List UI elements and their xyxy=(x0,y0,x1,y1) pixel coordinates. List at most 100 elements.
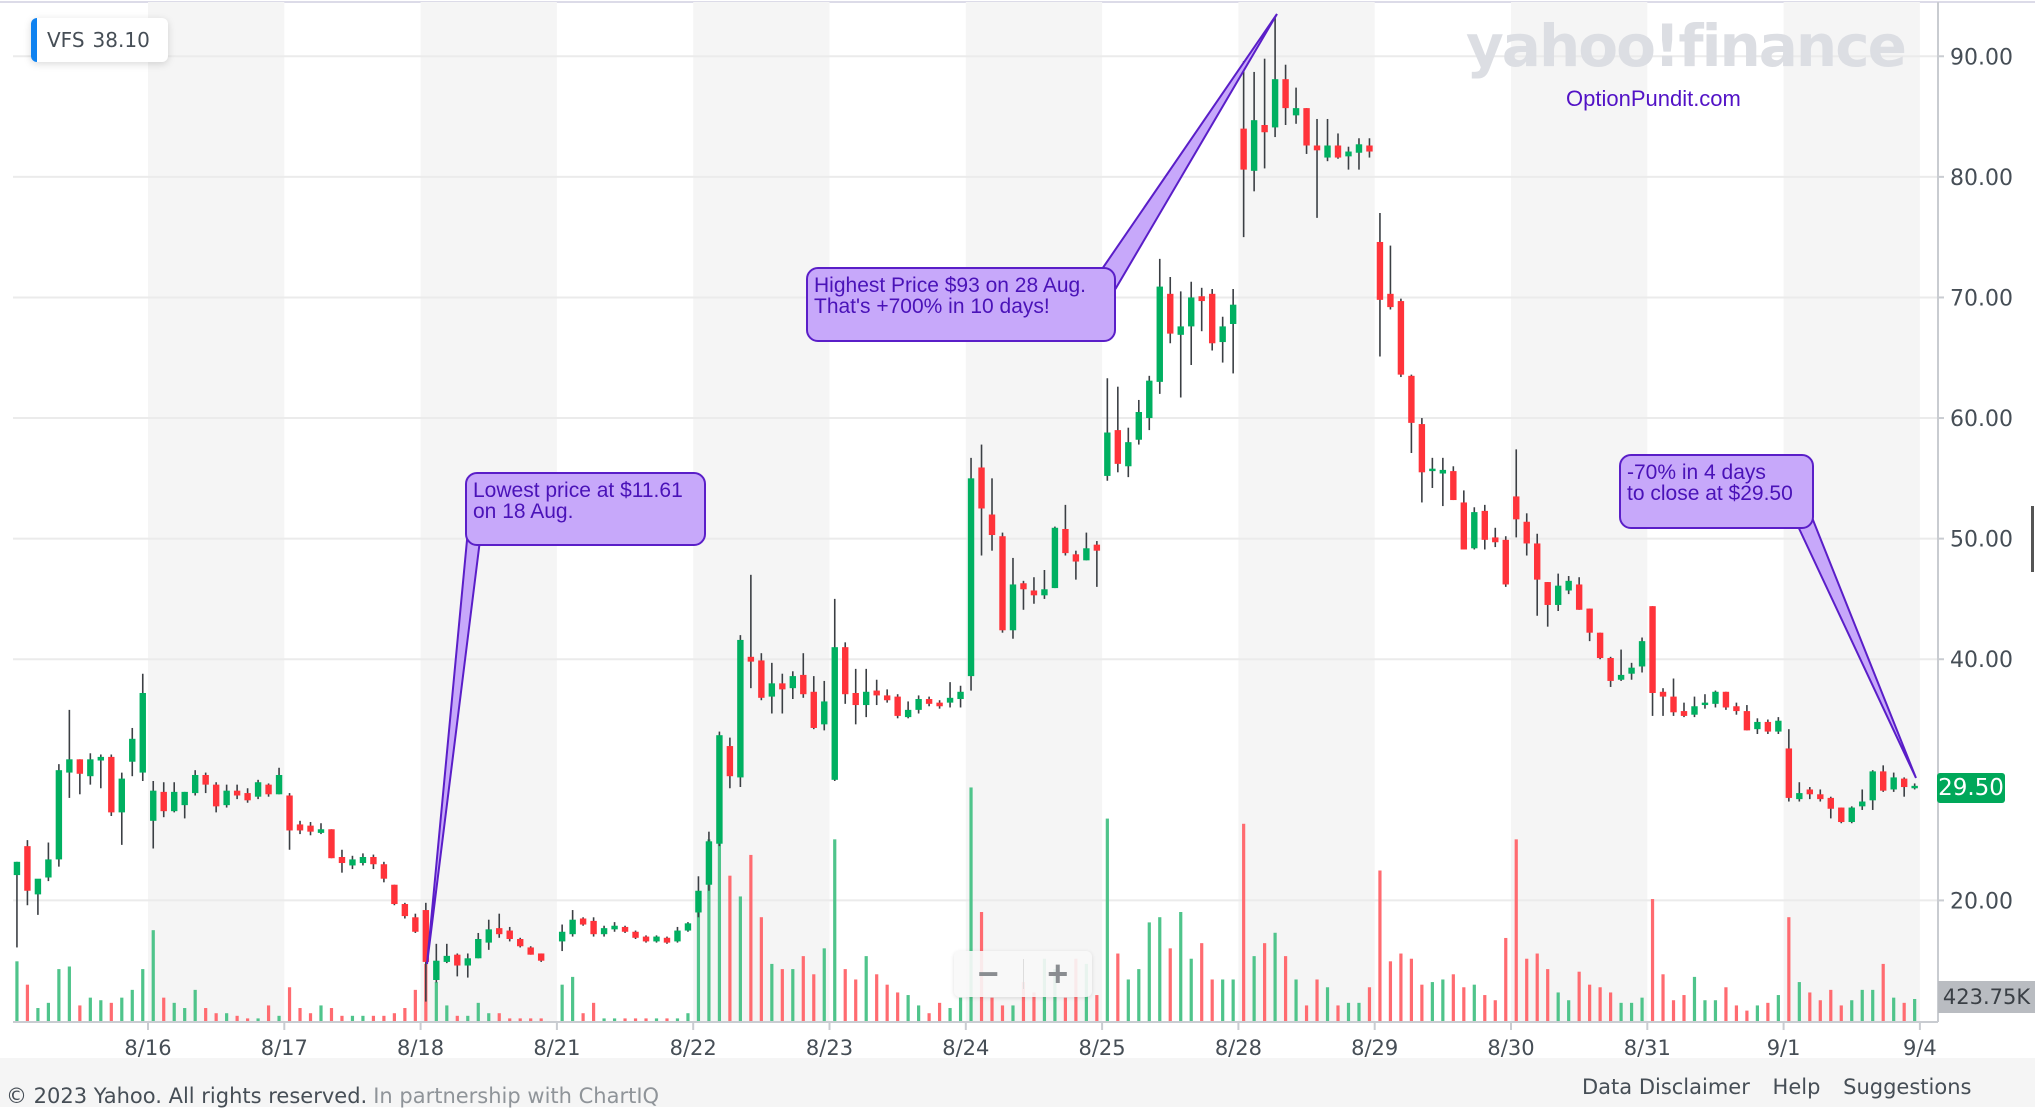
current-price-tag: 29.50 xyxy=(1937,773,2005,803)
copyright-text: © 2023 Yahoo. All rights reserved. xyxy=(6,1084,368,1108)
volume-bar xyxy=(487,1013,491,1021)
zoom-out-button[interactable]: − xyxy=(977,953,999,994)
y-tick-label: 70.00 xyxy=(1950,286,2013,311)
volume-bar xyxy=(1399,953,1403,1021)
volume-bar xyxy=(46,1002,50,1021)
candle-body xyxy=(1534,543,1541,580)
partner-link[interactable]: In partnership with ChartIQ xyxy=(373,1084,660,1108)
ticker-badge[interactable]: VFS 38.10 xyxy=(31,18,168,62)
candle-body xyxy=(66,759,73,773)
candle-body xyxy=(254,782,262,797)
volume-bar xyxy=(329,1008,334,1021)
candle-body xyxy=(946,697,954,703)
candle-body xyxy=(1754,721,1761,730)
candle-body xyxy=(359,856,367,864)
volume-bar xyxy=(214,1013,218,1021)
volume-bar xyxy=(1797,982,1801,1021)
candle-body xyxy=(779,683,786,690)
candle-body xyxy=(1188,297,1195,327)
candle-body xyxy=(1869,771,1876,801)
volume-bar xyxy=(1724,987,1728,1021)
candle-body xyxy=(1544,582,1551,605)
x-tick-label: 8/31 xyxy=(1624,1036,1671,1060)
volume-bar xyxy=(340,1015,344,1021)
y-tick-label: 20.00 xyxy=(1950,889,2013,914)
candle-body xyxy=(579,918,587,925)
volume-bar xyxy=(1839,1005,1843,1021)
volume-bar xyxy=(120,997,124,1021)
volume-bar xyxy=(1504,937,1508,1021)
volume-bar xyxy=(371,1015,376,1021)
candle-body xyxy=(1701,702,1709,706)
volume-bar xyxy=(1242,823,1246,1021)
candle-body xyxy=(1743,711,1751,731)
volume-bar xyxy=(1325,987,1330,1021)
volume-bar xyxy=(109,1002,113,1021)
candle-body xyxy=(475,938,482,959)
help-link[interactable]: Help xyxy=(1772,1075,1821,1099)
volume-bar xyxy=(1105,818,1109,1021)
candle-body xyxy=(1167,293,1174,334)
volume-bar xyxy=(392,1013,396,1021)
volume-bar xyxy=(235,1015,239,1021)
candle-body xyxy=(789,676,797,689)
candle-body xyxy=(139,692,146,773)
candle-body xyxy=(349,859,356,866)
candle-body xyxy=(684,923,692,931)
candle-body xyxy=(181,791,188,806)
volume-bar xyxy=(738,896,742,1021)
volume-bar xyxy=(1147,922,1151,1021)
candle-body xyxy=(244,793,251,801)
candle-body xyxy=(443,955,451,962)
y-tick-label: 80.00 xyxy=(1950,166,2013,191)
volume-bar xyxy=(1011,1005,1015,1021)
volume-bar xyxy=(508,1018,512,1021)
candle-body xyxy=(496,928,503,935)
candle-body xyxy=(1775,720,1782,732)
volume-bar xyxy=(1273,932,1277,1021)
volume-bar xyxy=(1231,979,1235,1021)
zoom-separator xyxy=(1022,959,1024,989)
candle-body xyxy=(957,691,964,700)
data-disclaimer-link[interactable]: Data Disclaimer xyxy=(1582,1075,1750,1099)
candle-body xyxy=(76,759,84,774)
volume-bar xyxy=(1671,1000,1676,1021)
candle-body xyxy=(1072,554,1080,562)
volume-bar xyxy=(1818,1000,1822,1021)
volume-bar xyxy=(675,1018,680,1021)
candle-body xyxy=(1523,521,1530,544)
volume-bar xyxy=(1682,995,1686,1021)
volume-bar xyxy=(57,969,61,1021)
zoom-in-button[interactable]: + xyxy=(1047,953,1069,994)
candle-body xyxy=(621,926,629,932)
volume-bar xyxy=(287,987,292,1021)
volume-bar xyxy=(937,1002,942,1021)
candle-body xyxy=(1911,785,1918,789)
candle-body xyxy=(171,791,178,812)
candle-body xyxy=(24,846,31,891)
candle-body xyxy=(1355,144,1363,153)
candle-body xyxy=(1628,667,1635,674)
volume-bar xyxy=(88,997,92,1021)
low-price-callout: Lowest price at $11.61 on 18 Aug. xyxy=(465,472,706,546)
candle-body xyxy=(370,856,377,865)
suggestions-link[interactable]: Suggestions xyxy=(1843,1075,1972,1099)
candle-body xyxy=(55,770,63,860)
candle-body xyxy=(737,639,744,778)
volume-bar xyxy=(1598,987,1602,1021)
volume-bar xyxy=(151,930,155,1021)
volume-bar xyxy=(1116,953,1120,1021)
candle-body xyxy=(1607,658,1614,681)
candle-body xyxy=(915,699,922,710)
candle-body xyxy=(1303,108,1310,146)
candle-body xyxy=(1156,286,1163,382)
candle-body xyxy=(1596,632,1604,659)
day-band xyxy=(693,2,830,1021)
candle-body xyxy=(1093,544,1101,551)
volume-bar xyxy=(1126,979,1130,1021)
candle-body xyxy=(936,702,943,707)
candle-body xyxy=(1680,711,1688,716)
scroll-handle[interactable] xyxy=(2031,506,2034,572)
candle-body xyxy=(611,925,618,930)
